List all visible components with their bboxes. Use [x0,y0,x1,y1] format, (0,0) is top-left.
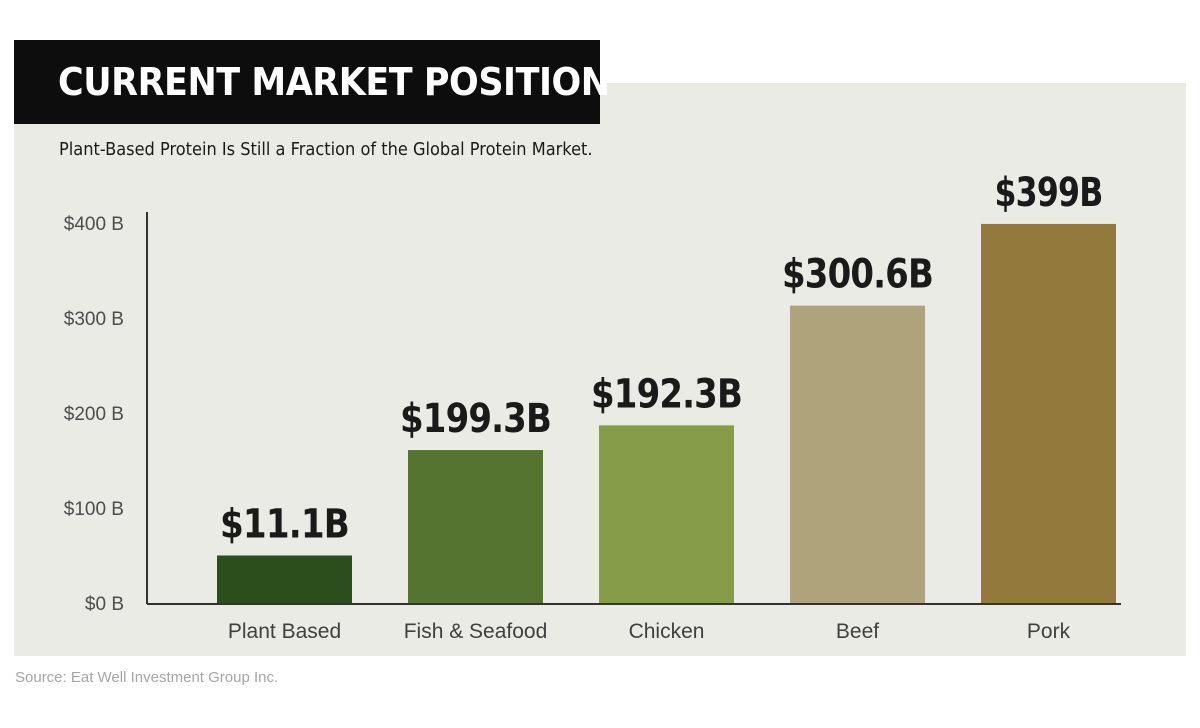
y-tick-label: $400 B [64,214,124,235]
bar-fish-seafood [408,450,543,603]
x-tick-label: Pork [1027,620,1071,643]
source-note: Source: Eat Well Investment Group Inc. [15,669,279,686]
x-tick-label: Plant Based [228,620,341,643]
bar-value-label: $192.3B [591,371,742,417]
chart-x-tick-labels: Plant Based Fish & Seafood Chicken Beef Pork [228,620,1071,643]
bar-value-label: $300.6B [782,252,933,298]
title-banner: CURRENT MARKET POSITION [14,40,610,124]
chart-bars [217,223,1116,603]
y-tick-label: $0 B [85,594,124,615]
chart-y-tick-labels: $0 B $100 B $200 B $300 B $400 B [64,214,124,615]
page-title: CURRENT MARKET POSITION [58,60,610,104]
x-tick-label: Chicken [629,620,705,643]
chart-axes [146,212,1121,605]
bar-value-label: $399B [995,170,1103,216]
bar-beef [790,305,925,603]
bar-pork [981,223,1116,603]
bar-value-label: $11.1B [220,502,349,548]
bar-value-label: $199.3B [400,396,551,442]
x-tick-label: Beef [836,620,879,643]
y-tick-label: $300 B [64,309,124,330]
x-tick-label: Fish & Seafood [404,620,548,643]
y-tick-label: $100 B [64,499,124,520]
chart-data-labels: $11.1B $199.3B $192.3B $300.6B $399B [220,170,1104,548]
y-tick-label: $200 B [64,404,124,425]
bar-chicken [599,425,734,603]
bar-plant-based [217,555,352,603]
chart-subtitle: Plant-Based Protein Is Still a Fraction … [59,139,593,160]
